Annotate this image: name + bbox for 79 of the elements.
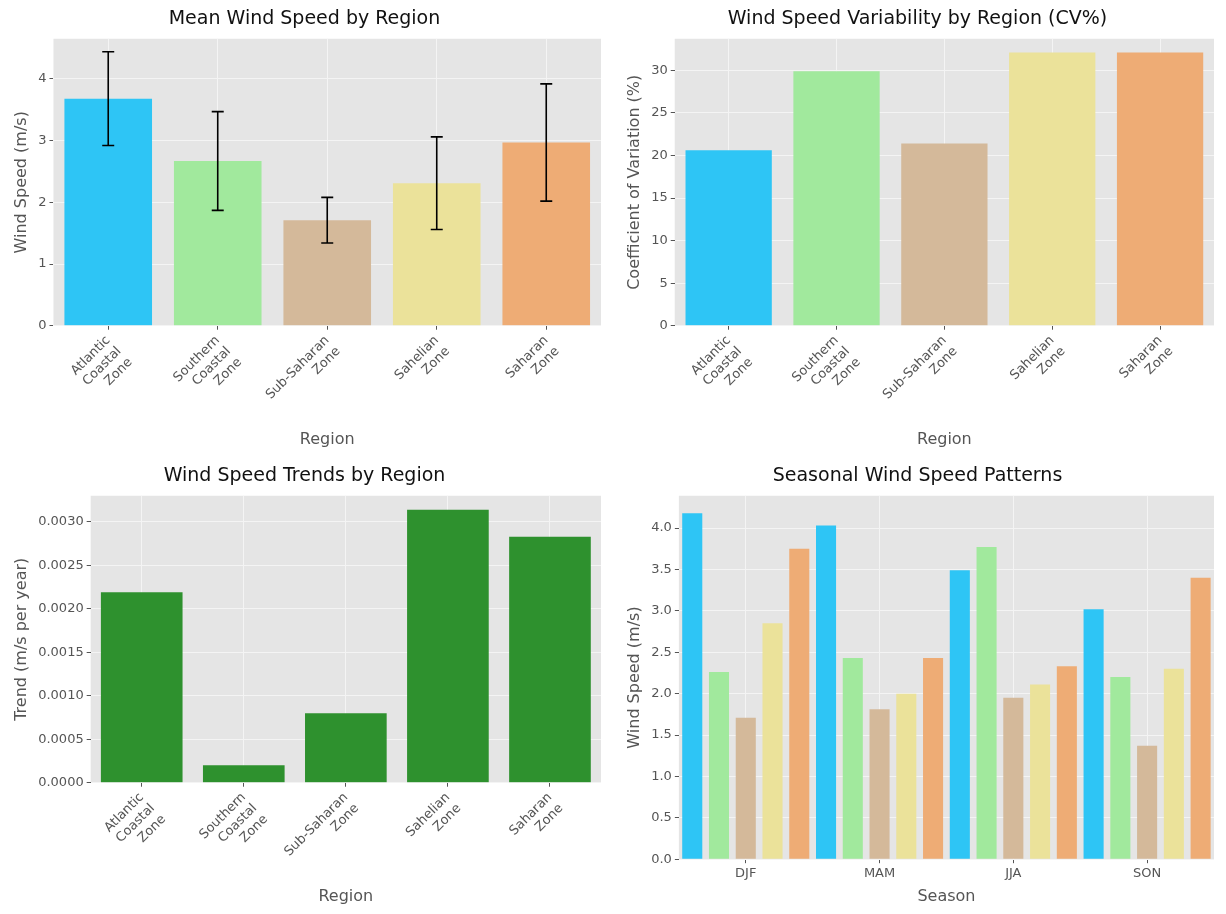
bar xyxy=(173,160,262,326)
y-axis-title: Wind Speed (m/s) xyxy=(10,111,30,254)
bar xyxy=(1009,52,1096,326)
y-tick-label: 3.0 xyxy=(651,602,672,618)
bar xyxy=(842,658,863,859)
bar xyxy=(816,525,837,859)
x-axis-title: Season xyxy=(917,885,976,905)
y-axis-title: Wind Speed (m/s) xyxy=(623,606,643,749)
x-tick-label: JJA xyxy=(1004,865,1022,881)
y-tick-label: 4 xyxy=(38,70,47,86)
bar xyxy=(869,709,890,859)
y-tick-label: 0.0020 xyxy=(38,600,84,616)
chart-title: Wind Speed Variability by Region (CV%) xyxy=(727,6,1108,29)
x-axis-title: Region xyxy=(318,885,374,905)
chart-title: Seasonal Wind Speed Patterns xyxy=(772,463,1063,486)
y-tick-label: 15 xyxy=(651,189,668,205)
bar xyxy=(949,570,970,859)
bar xyxy=(1190,577,1211,859)
y-tick-label: 0.0030 xyxy=(38,513,84,529)
y-axis-title: Coefficient of Variation (%) xyxy=(623,74,643,290)
bar xyxy=(502,142,591,326)
y-tick-label: 25 xyxy=(651,104,668,120)
chart-title: Wind Speed Trends by Region xyxy=(163,463,446,486)
y-tick-label: 4.0 xyxy=(651,519,672,535)
bar xyxy=(202,765,285,783)
y-tick-label: 0.0010 xyxy=(38,687,84,703)
x-axis-title: Region xyxy=(299,428,355,448)
y-tick-label: 0 xyxy=(38,317,47,333)
y-tick-label: 0 xyxy=(659,317,668,333)
bar xyxy=(1116,52,1204,326)
bar xyxy=(1137,745,1158,859)
bar xyxy=(1163,668,1184,859)
bar xyxy=(1110,677,1131,859)
chart-title: Mean Wind Speed by Region xyxy=(168,6,441,29)
bar xyxy=(1083,609,1104,859)
bar xyxy=(976,547,997,859)
y-tick-label: 0.0 xyxy=(651,850,672,866)
bar xyxy=(64,98,153,326)
y-axis-title: Trend (m/s per year) xyxy=(10,557,30,722)
bar xyxy=(305,713,387,783)
y-tick-label: 2 xyxy=(38,193,47,209)
bar xyxy=(762,623,783,859)
x-axis-title: Region xyxy=(916,428,972,448)
bar xyxy=(1003,697,1024,859)
y-tick-label: 1.0 xyxy=(651,767,672,783)
bar xyxy=(685,150,772,326)
bar xyxy=(682,513,703,859)
bar xyxy=(793,71,880,326)
bar xyxy=(407,509,489,783)
bar xyxy=(100,592,183,783)
bar xyxy=(708,672,730,859)
bar xyxy=(392,183,481,326)
y-tick-label: 0.0025 xyxy=(38,556,84,572)
y-tick-label: 0.5 xyxy=(651,809,672,825)
y-tick-label: 3.5 xyxy=(651,560,672,576)
y-tick-label: 0.0015 xyxy=(38,643,84,659)
bar xyxy=(923,658,944,859)
x-tick-label: DJF xyxy=(735,865,757,881)
bar xyxy=(901,143,988,326)
bar xyxy=(735,717,756,859)
y-tick-label: 0.0000 xyxy=(38,774,84,790)
y-tick-label: 20 xyxy=(651,146,668,162)
y-tick-label: 2.0 xyxy=(651,685,672,701)
y-tick-label: 10 xyxy=(651,231,668,247)
x-tick-label: SON xyxy=(1133,865,1162,881)
bar xyxy=(789,548,810,859)
y-tick-label: 5 xyxy=(659,274,668,290)
y-tick-label: 1 xyxy=(38,255,47,271)
y-tick-label: 30 xyxy=(651,61,668,77)
x-tick-label: MAM xyxy=(863,865,896,881)
bar xyxy=(283,220,372,326)
bar xyxy=(509,536,591,783)
bar xyxy=(1056,666,1077,859)
bar xyxy=(1030,684,1051,859)
y-tick-label: 1.5 xyxy=(651,726,672,742)
y-tick-label: 0.0005 xyxy=(38,730,84,746)
y-tick-label: 2.5 xyxy=(651,643,672,659)
bar xyxy=(896,693,917,859)
y-tick-label: 3 xyxy=(38,131,47,147)
